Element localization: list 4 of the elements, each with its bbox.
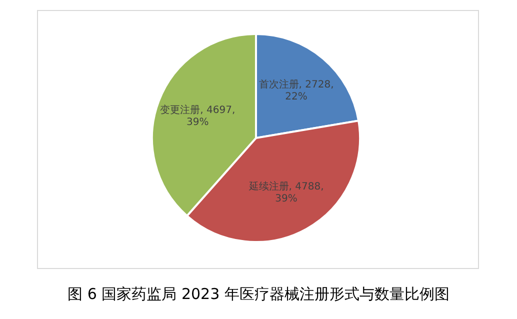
slice-label: 变更注册, 4697, 39% xyxy=(160,104,236,128)
slice-label: 首次注册, 2728, 22% xyxy=(258,78,334,102)
slice-label: 延续注册, 4788, 39% xyxy=(248,180,324,204)
text: 图 6 国家药监局 2023 年医疗器械注册形式与数量比例图 xyxy=(68,285,450,303)
